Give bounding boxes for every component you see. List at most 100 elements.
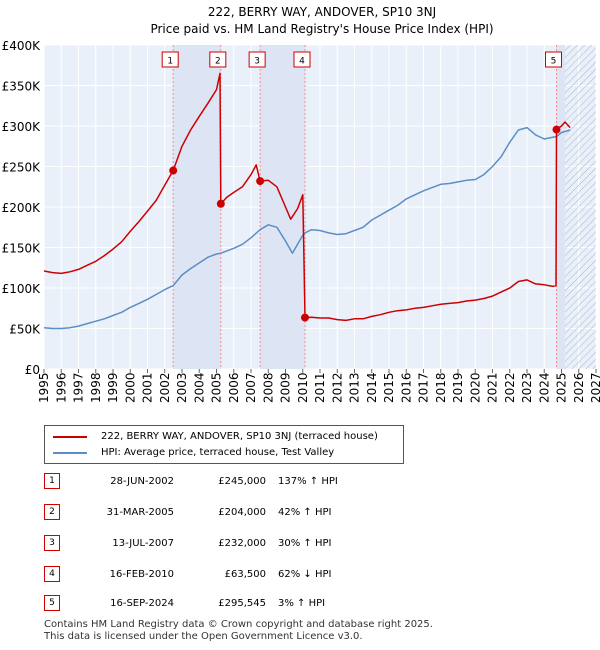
sale-price: £295,545 <box>218 598 266 609</box>
sale-number: 1 <box>44 473 60 489</box>
legend-swatch-property <box>53 436 87 438</box>
sale-box-label: 3 <box>254 57 260 67</box>
x-tick-label: 2006 <box>227 372 241 403</box>
x-tick-label: 1997 <box>72 372 86 403</box>
sale-period-shade <box>556 45 565 369</box>
sale-number: 2 <box>44 504 60 520</box>
sale-box-label: 5 <box>551 57 557 67</box>
sale-date: 13-JUL-2007 <box>112 538 174 549</box>
sale-price: £245,000 <box>218 476 266 487</box>
price-chart: 222, BERRY WAY, ANDOVER, SP10 3NJ Price … <box>2 5 600 403</box>
y-tick-label: £200K <box>2 201 42 215</box>
x-tick-label: 2007 <box>244 372 258 403</box>
x-tick-label: 1998 <box>89 372 103 403</box>
sale-point <box>216 199 225 208</box>
x-tick-label: 2024 <box>537 372 551 403</box>
x-tick-label: 2017 <box>417 372 431 403</box>
x-tick-label: 2014 <box>365 372 379 403</box>
series-lines <box>43 72 571 330</box>
y-tick-label: £300K <box>2 120 42 134</box>
x-tick-label: 2021 <box>486 372 500 403</box>
x-tick-label: 2010 <box>296 372 310 403</box>
x-tick-label: 2000 <box>123 372 137 403</box>
sale-number: 3 <box>44 535 60 551</box>
x-tick-label: 2015 <box>382 372 396 403</box>
x-tick-label: 2011 <box>313 372 327 403</box>
sale-hpi-change: 3% ↑ HPI <box>278 598 326 609</box>
chart-subtitle: Price paid vs. HM Land Registry's House … <box>150 22 493 36</box>
x-tick-label: 2016 <box>399 372 413 403</box>
sale-date: 28-JUN-2002 <box>110 476 174 487</box>
x-tick-label: 2023 <box>520 372 534 403</box>
sale-number-box: 5 <box>544 51 562 68</box>
x-tick-label: 2001 <box>141 372 155 403</box>
sale-box-frame <box>293 51 311 68</box>
x-tick-label: 2020 <box>468 372 482 403</box>
sale-price: £63,500 <box>224 569 266 580</box>
y-tick-label: £250K <box>2 161 42 175</box>
x-axis: 1995 1996 1997 1998 1999 2000 2001 2002 2003 2004… <box>37 369 600 403</box>
y-tick-label: £350K <box>2 80 42 94</box>
sale-number-box: 4 <box>293 51 311 68</box>
y-tick-label: £100K <box>2 282 42 296</box>
sale-box-frame <box>248 51 266 68</box>
sale-date: 31-MAR-2005 <box>106 507 174 518</box>
footer: Contains HM Land Registry data © Crown c… <box>44 619 433 643</box>
sale-hpi-change: 62% ↓ HPI <box>278 569 332 580</box>
sale-hpi-change: 137% ↑ HPI <box>278 476 338 487</box>
sale-row: 5 16-SEP-2024 £295,545 3% ↑ HPI <box>44 595 444 613</box>
hpi-line <box>43 126 571 330</box>
sale-box-label: 1 <box>167 57 173 67</box>
x-tick-label: 2025 <box>555 372 569 403</box>
x-tick-label: 2013 <box>348 372 362 403</box>
x-tick-label: 2009 <box>279 372 293 403</box>
sale-points <box>169 125 561 322</box>
x-tick-label: 1996 <box>54 372 68 403</box>
x-tick-label: 2026 <box>572 372 586 403</box>
footer-licence: This data is licensed under the Open Gov… <box>44 631 363 642</box>
sale-point <box>552 125 561 134</box>
sale-period-shade <box>173 45 221 369</box>
property-price-line <box>43 72 571 322</box>
sale-hpi-change: 30% ↑ HPI <box>278 538 332 549</box>
sale-number: 5 <box>44 595 60 611</box>
x-tick-label: 2019 <box>451 372 465 403</box>
sale-number-box: 1 <box>161 51 179 68</box>
x-tick-label: 1995 <box>37 372 51 403</box>
sale-point <box>169 166 178 175</box>
legend-swatch-hpi <box>53 452 87 454</box>
x-tick-label: 2022 <box>503 372 517 403</box>
sale-price: £204,000 <box>218 507 266 518</box>
chart-title: 222, BERRY WAY, ANDOVER, SP10 3NJ <box>208 5 436 19</box>
y-tick-label: £150K <box>2 242 42 256</box>
sale-row: 3 13-JUL-2007 £232,000 30% ↑ HPI <box>44 535 444 553</box>
sale-point <box>300 313 309 322</box>
sale-date: 16-SEP-2024 <box>110 598 174 609</box>
x-tick-label: 2005 <box>210 372 224 403</box>
x-tick-label: 2002 <box>158 372 172 403</box>
sale-box-label: 2 <box>215 57 221 67</box>
y-tick-label: £400K <box>2 39 42 53</box>
legend-label-property: 222, BERRY WAY, ANDOVER, SP10 3NJ (terra… <box>101 431 378 442</box>
footer-copyright: Contains HM Land Registry data © Crown c… <box>44 619 433 630</box>
forecast-hatch <box>564 45 596 369</box>
x-tick-label: 2004 <box>192 372 206 403</box>
x-tick-label: 2018 <box>434 372 448 403</box>
sale-date: 16-FEB-2010 <box>109 569 174 580</box>
sale-row: 4 16-FEB-2010 £63,500 62% ↓ HPI <box>44 566 444 584</box>
legend-label-hpi: HPI: Average price, terraced house, Test… <box>101 447 335 458</box>
sale-number-box: 2 <box>209 51 227 68</box>
x-tick-label: 2003 <box>175 372 189 403</box>
y-tick-label: £50K <box>9 323 41 337</box>
y-tick-label: £0 <box>25 363 40 377</box>
sale-price: £232,000 <box>218 538 266 549</box>
x-tick-label: 2027 <box>589 372 600 403</box>
sale-row: 2 31-MAR-2005 £204,000 42% ↑ HPI <box>44 504 444 522</box>
sale-box-frame <box>209 51 227 68</box>
sale-hpi-change: 42% ↑ HPI <box>278 507 332 518</box>
sale-row: 1 28-JUN-2002 £245,000 137% ↑ HPI <box>44 473 444 491</box>
y-axis: £0 £50K £100K £150K £200K £250K £300K £350K £400… <box>2 39 42 377</box>
sale-number-boxes: 1 2 3 4 5 <box>161 51 562 68</box>
sale-box-frame <box>161 51 179 68</box>
x-tick-label: 1999 <box>106 372 120 403</box>
